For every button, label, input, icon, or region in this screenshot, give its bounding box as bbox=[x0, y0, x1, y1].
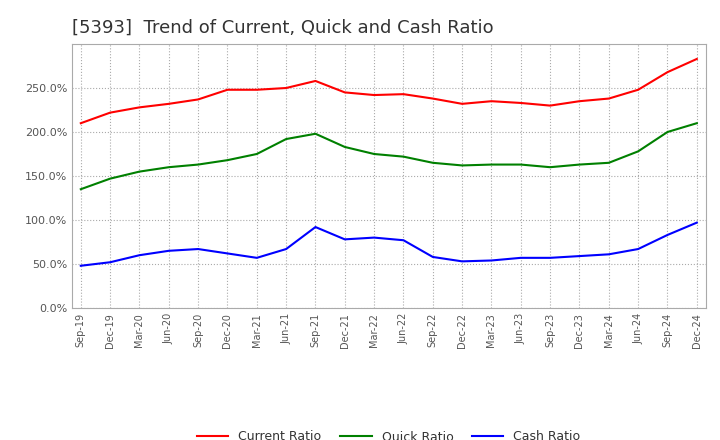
Line: Quick Ratio: Quick Ratio bbox=[81, 123, 697, 189]
Cash Ratio bbox=[605, 252, 613, 257]
Cash Ratio bbox=[194, 246, 202, 252]
Cash Ratio bbox=[575, 253, 584, 259]
Text: [5393]  Trend of Current, Quick and Cash Ratio: [5393] Trend of Current, Quick and Cash … bbox=[72, 19, 494, 37]
Cash Ratio bbox=[516, 255, 525, 260]
Cash Ratio bbox=[106, 260, 114, 265]
Quick Ratio bbox=[282, 136, 290, 142]
Cash Ratio bbox=[428, 254, 437, 260]
Cash Ratio bbox=[164, 248, 173, 253]
Quick Ratio bbox=[135, 169, 144, 174]
Current Ratio bbox=[399, 92, 408, 97]
Current Ratio bbox=[194, 97, 202, 102]
Current Ratio bbox=[341, 90, 349, 95]
Current Ratio bbox=[370, 92, 379, 98]
Quick Ratio bbox=[194, 162, 202, 167]
Current Ratio bbox=[693, 56, 701, 62]
Current Ratio bbox=[253, 87, 261, 92]
Cash Ratio bbox=[223, 251, 232, 256]
Current Ratio bbox=[634, 87, 642, 92]
Current Ratio bbox=[487, 99, 496, 104]
Quick Ratio bbox=[605, 160, 613, 165]
Quick Ratio bbox=[164, 165, 173, 170]
Quick Ratio bbox=[399, 154, 408, 159]
Cash Ratio bbox=[253, 255, 261, 260]
Quick Ratio bbox=[634, 149, 642, 154]
Quick Ratio bbox=[546, 165, 554, 170]
Current Ratio bbox=[575, 99, 584, 104]
Current Ratio bbox=[428, 96, 437, 101]
Cash Ratio bbox=[135, 253, 144, 258]
Cash Ratio bbox=[282, 246, 290, 252]
Quick Ratio bbox=[76, 187, 85, 192]
Cash Ratio bbox=[370, 235, 379, 240]
Quick Ratio bbox=[428, 160, 437, 165]
Current Ratio bbox=[106, 110, 114, 115]
Quick Ratio bbox=[458, 163, 467, 168]
Cash Ratio bbox=[487, 258, 496, 263]
Current Ratio bbox=[663, 70, 672, 75]
Cash Ratio bbox=[663, 232, 672, 238]
Cash Ratio bbox=[546, 255, 554, 260]
Cash Ratio bbox=[76, 263, 85, 268]
Current Ratio bbox=[223, 87, 232, 92]
Quick Ratio bbox=[106, 176, 114, 181]
Current Ratio bbox=[164, 101, 173, 106]
Current Ratio bbox=[76, 121, 85, 126]
Quick Ratio bbox=[311, 131, 320, 136]
Cash Ratio bbox=[341, 237, 349, 242]
Legend: Current Ratio, Quick Ratio, Cash Ratio: Current Ratio, Quick Ratio, Cash Ratio bbox=[192, 425, 585, 440]
Current Ratio bbox=[311, 78, 320, 84]
Quick Ratio bbox=[223, 158, 232, 163]
Quick Ratio bbox=[370, 151, 379, 157]
Current Ratio bbox=[135, 105, 144, 110]
Quick Ratio bbox=[253, 151, 261, 157]
Current Ratio bbox=[516, 100, 525, 106]
Current Ratio bbox=[458, 101, 467, 106]
Quick Ratio bbox=[663, 129, 672, 135]
Line: Cash Ratio: Cash Ratio bbox=[81, 223, 697, 266]
Cash Ratio bbox=[311, 224, 320, 230]
Cash Ratio bbox=[693, 220, 701, 225]
Quick Ratio bbox=[575, 162, 584, 167]
Quick Ratio bbox=[693, 121, 701, 126]
Quick Ratio bbox=[341, 144, 349, 150]
Cash Ratio bbox=[399, 238, 408, 243]
Quick Ratio bbox=[516, 162, 525, 167]
Cash Ratio bbox=[458, 259, 467, 264]
Cash Ratio bbox=[634, 246, 642, 252]
Quick Ratio bbox=[487, 162, 496, 167]
Current Ratio bbox=[282, 85, 290, 91]
Current Ratio bbox=[605, 96, 613, 101]
Current Ratio bbox=[546, 103, 554, 108]
Line: Current Ratio: Current Ratio bbox=[81, 59, 697, 123]
